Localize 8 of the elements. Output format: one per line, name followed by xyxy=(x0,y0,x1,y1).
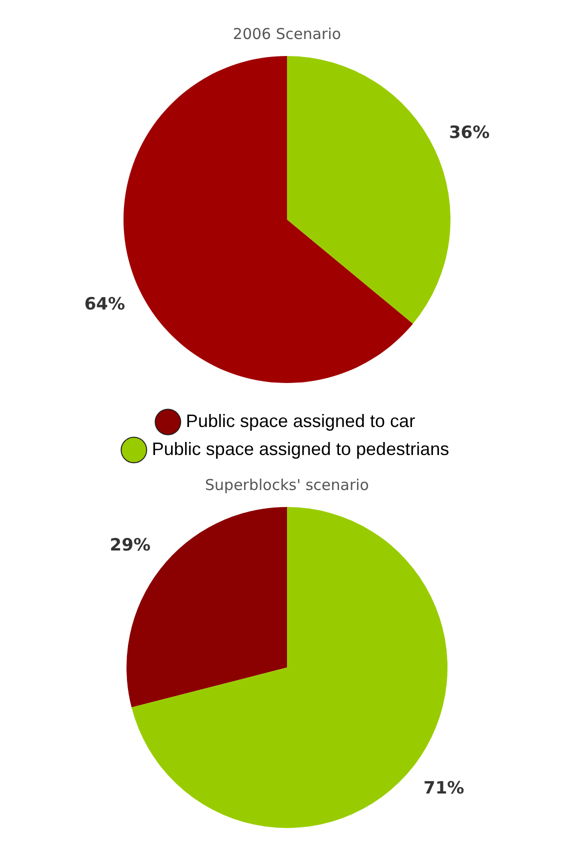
data-label: 29% xyxy=(110,535,151,556)
text: Superblocks' scenario xyxy=(205,476,369,494)
legend-label: Public space assigned to car xyxy=(186,410,416,431)
chart-title: 2006 Scenario xyxy=(232,24,342,43)
data-label: 36% xyxy=(448,123,490,144)
legend-label: Public space assigned to pedestrians xyxy=(152,438,450,459)
data-label: 71% xyxy=(423,778,464,799)
data-label: 64% xyxy=(84,294,126,315)
